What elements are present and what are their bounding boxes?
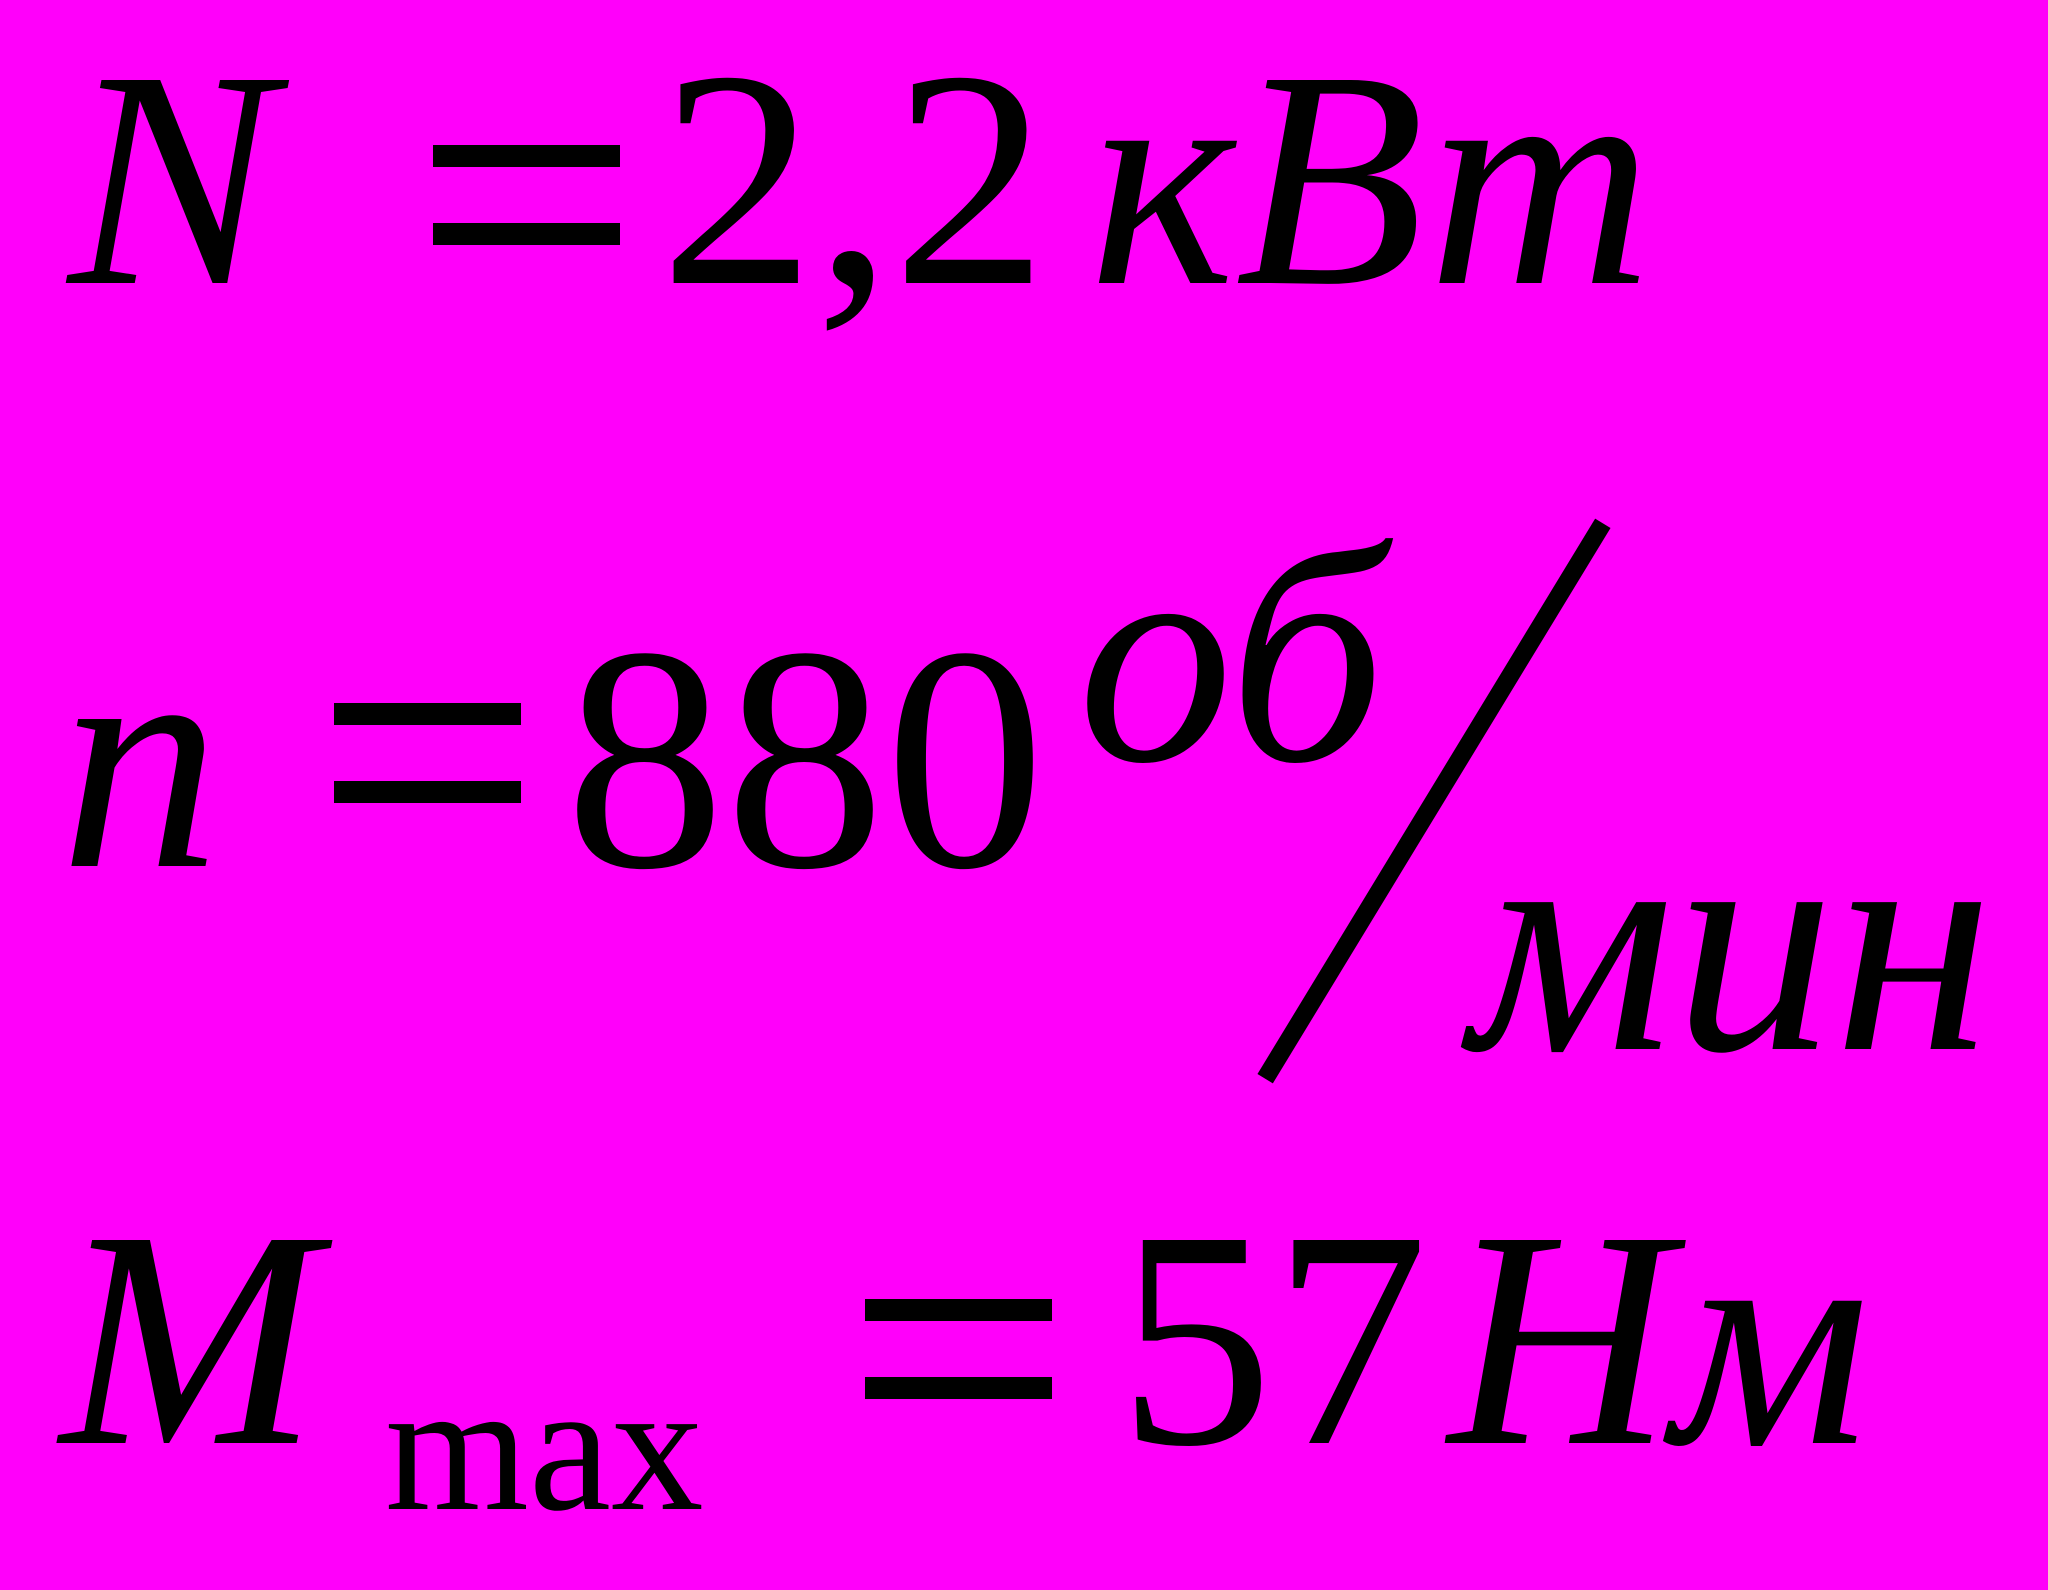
speed-unit-denominator: мин [1470, 765, 1993, 1119]
torque-unit: Нм [1448, 1168, 1870, 1511]
power-unit: кВт [1090, 8, 1653, 351]
torque-symbol: M [60, 1168, 319, 1511]
equals-sign: = [334, 703, 521, 803]
speed-value: 880 [565, 582, 1045, 936]
equals-sign: = [865, 1299, 1052, 1399]
speed-symbol: n [60, 582, 220, 936]
torque-subscript: max [385, 1345, 704, 1550]
equals-text: = [865, 1321, 866, 1322]
slash-text: / [1595, 519, 1596, 520]
speed-unit-numerator: об [1078, 485, 1385, 828]
equals-text: = [334, 725, 335, 726]
power-value: 2,2 [660, 8, 1048, 351]
equals-sign: = [433, 145, 620, 245]
equals-text: = [433, 167, 434, 168]
power-symbol: N [68, 8, 275, 351]
torque-value: 57 [1118, 1168, 1428, 1511]
